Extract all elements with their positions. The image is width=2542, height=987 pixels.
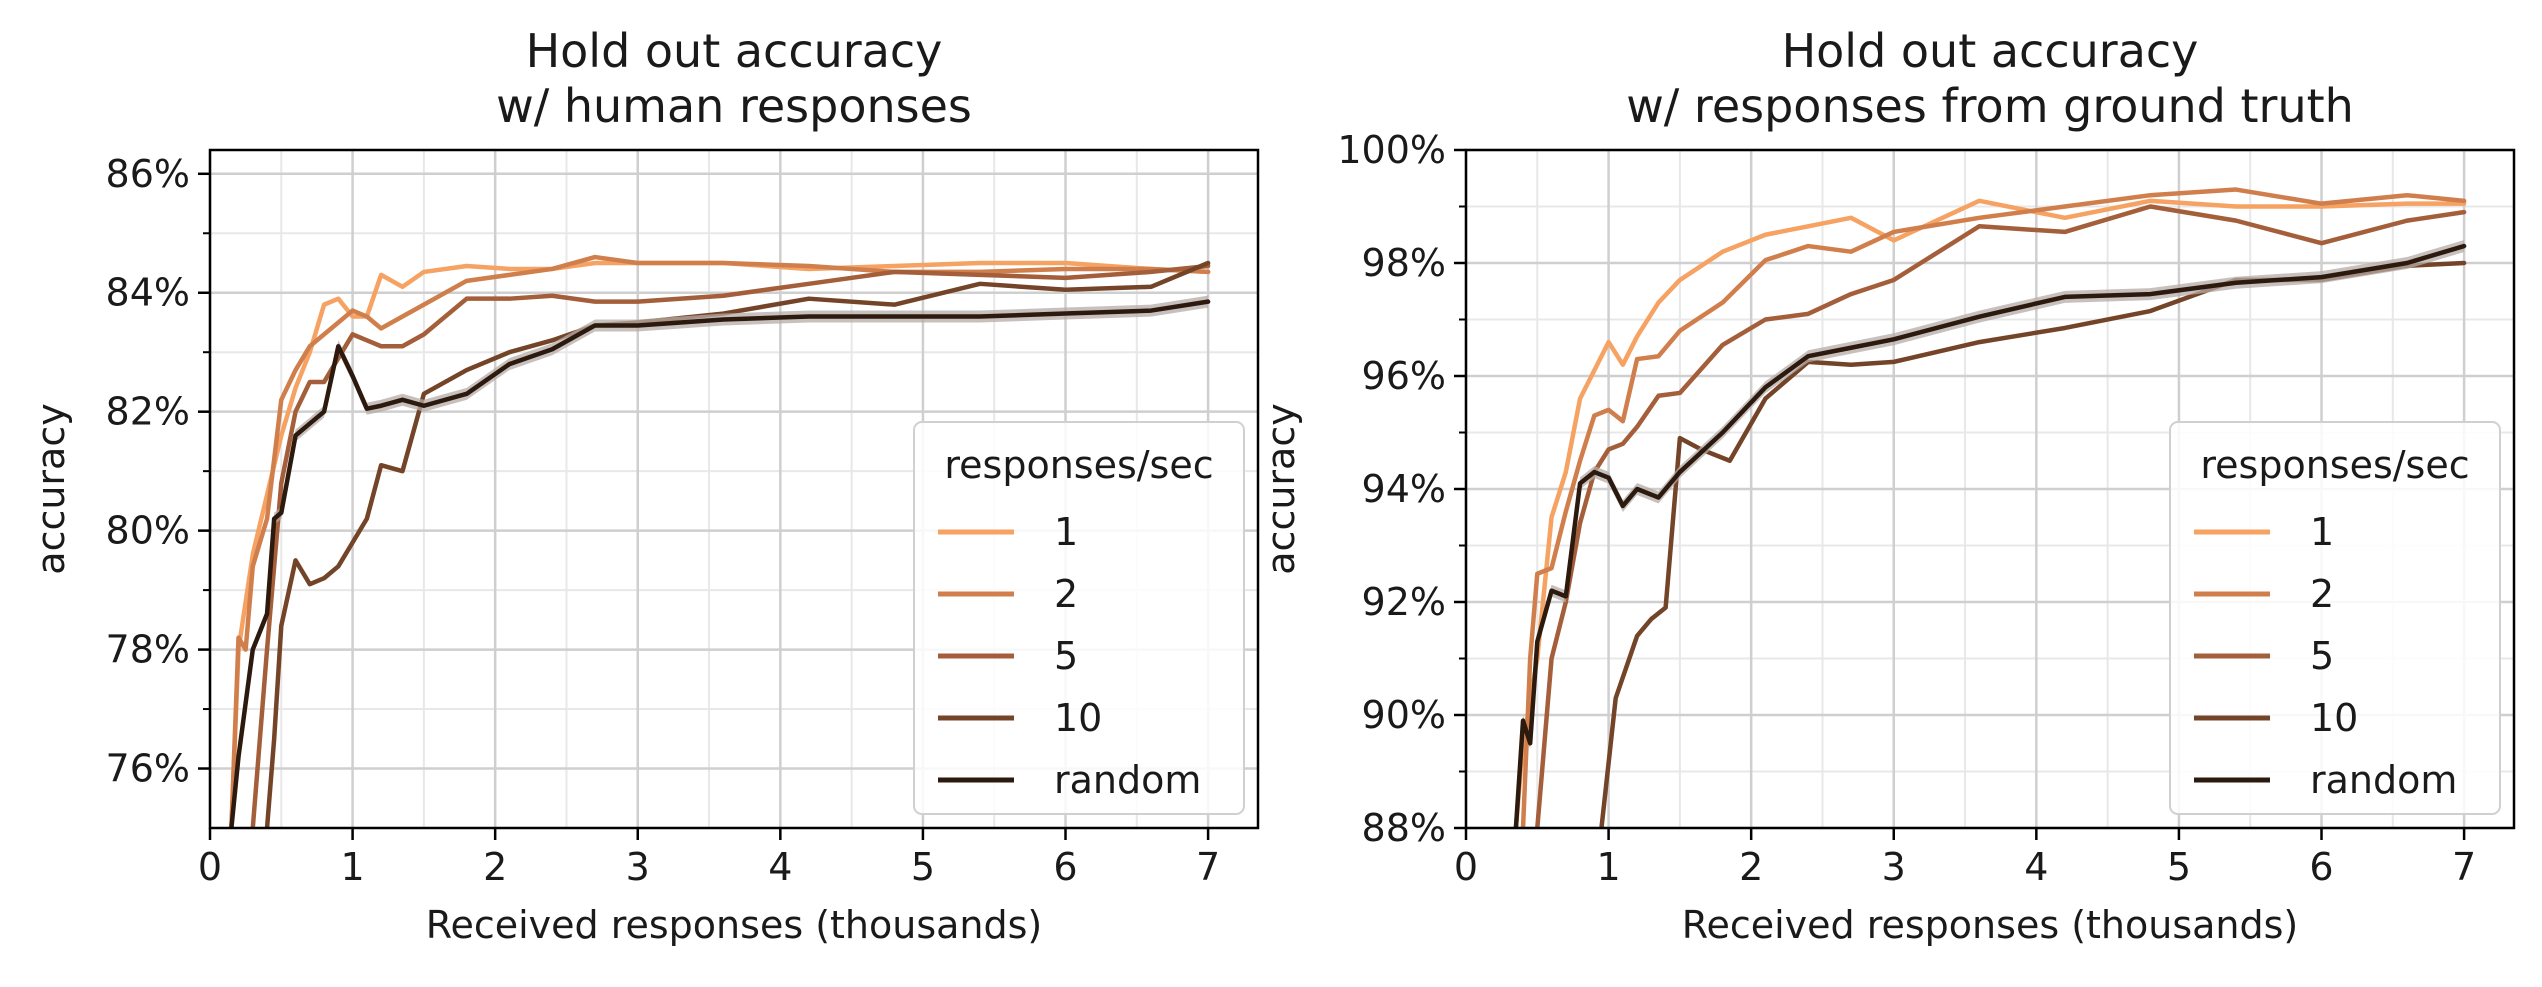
legend-label-5: 5: [2310, 634, 2334, 678]
y-tick-label: 100%: [1337, 128, 1446, 172]
x-tick-label: 2: [1739, 845, 1763, 889]
chart-title: Hold out accuracy: [526, 24, 943, 78]
series-line-1: [1513, 198, 2467, 828]
series-line-5: [1535, 204, 2467, 828]
legend-label-2: 2: [1054, 572, 1078, 616]
series-line-10: [264, 260, 1211, 828]
legend-label-10: 10: [2310, 696, 2358, 740]
chart-title: Hold out accuracy: [1782, 24, 2199, 78]
x-axis-label: Received responses (thousands): [1682, 903, 2299, 947]
chart-title: w/ responses from ground truth: [1626, 79, 2354, 133]
x-tick-label: 7: [2452, 845, 2476, 889]
y-tick-label: 94%: [1362, 467, 1446, 511]
chart-title: w/ human responses: [496, 79, 972, 133]
x-tick-label: 0: [198, 845, 222, 889]
legend-title: responses/sec: [944, 443, 1213, 487]
x-tick-label: 0: [1454, 845, 1478, 889]
y-tick-label: 80%: [106, 509, 190, 553]
legend-label-2: 2: [2310, 572, 2334, 616]
x-tick-label: 7: [1196, 845, 1220, 889]
legend-label-10: 10: [1054, 696, 1102, 740]
x-axis-label: Received responses (thousands): [426, 903, 1043, 947]
y-axis-label: accuracy: [29, 403, 73, 574]
legend-label-1: 1: [2310, 510, 2334, 554]
y-tick-label: 84%: [106, 271, 190, 315]
y-tick-label: 76%: [106, 747, 190, 791]
series-line-2: [1520, 187, 2467, 828]
legend-label-random: random: [2310, 758, 2457, 802]
y-tick-label: 96%: [1362, 354, 1446, 398]
y-tick-label: 78%: [106, 628, 190, 672]
series-line-random: [229, 299, 1211, 828]
legend-label-1: 1: [1054, 510, 1078, 554]
x-tick-label: 4: [2024, 845, 2048, 889]
y-axis-label: accuracy: [1259, 403, 1303, 574]
chart-right: 88% 90% 92% 94% 96% 98% 100% 0 1 2 3 4 5 6 7 Received r…: [1259, 24, 2516, 947]
legend: responses/sec 1 2 5 10 random: [2169, 421, 2501, 815]
x-tick-label: 2: [483, 845, 507, 889]
series-line-2: [229, 254, 1211, 828]
series-line-1: [229, 260, 1211, 828]
legend-label-5: 5: [1054, 634, 1078, 678]
chart-left: 76% 78% 80% 82% 84% 86% 0 1 2 3 4 5 6 7 Received respo…: [29, 24, 1260, 947]
y-tick-label: 92%: [1362, 580, 1446, 624]
series-group: [1513, 187, 2467, 828]
axes-frame: [208, 148, 1260, 830]
x-tick-label: 1: [340, 845, 364, 889]
series-group: [229, 254, 1211, 828]
y-tick-label: 88%: [1362, 806, 1446, 850]
legend-label-random: random: [1054, 758, 1201, 802]
x-tick-label: 6: [2309, 845, 2333, 889]
x-tick-label: 3: [626, 845, 650, 889]
x-tick-label: 1: [1596, 845, 1620, 889]
y-tick-label: 82%: [106, 390, 190, 434]
x-tick-label: 6: [1053, 845, 1077, 889]
legend: responses/sec 1 2 5 10 random: [913, 421, 1245, 815]
legend-title: responses/sec: [2200, 443, 2469, 487]
x-tick-label: 3: [1882, 845, 1906, 889]
y-tick-label: 90%: [1362, 693, 1446, 737]
y-tick-label: 98%: [1362, 241, 1446, 285]
y-tick-label: 86%: [106, 152, 190, 196]
x-tick-label: 4: [768, 845, 792, 889]
series-line-5: [250, 263, 1211, 828]
x-tick-label: 5: [2167, 845, 2191, 889]
x-tick-label: 5: [911, 845, 935, 889]
series-line-random: [1513, 243, 2467, 828]
